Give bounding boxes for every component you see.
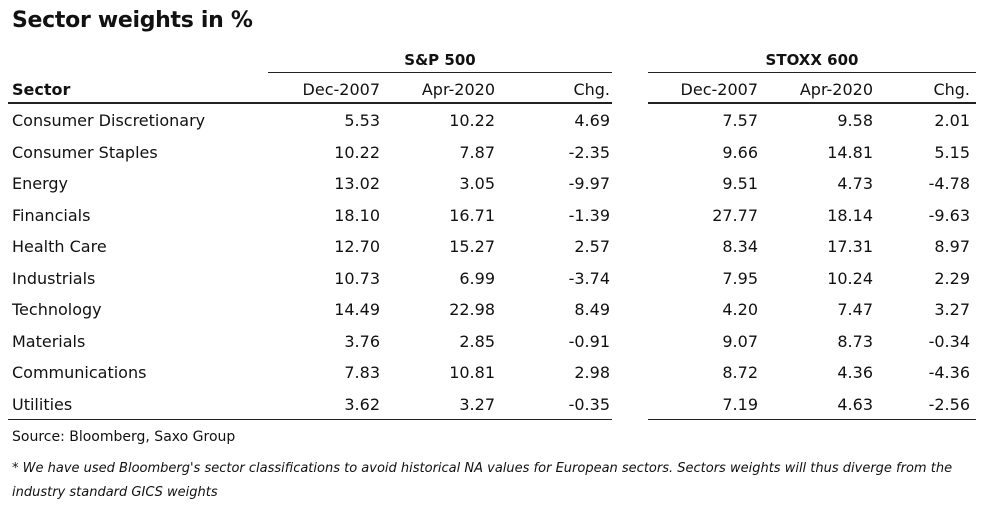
row-sector-label: Consumer Discretionary xyxy=(12,111,206,130)
cell-sp-chg: -9.97 xyxy=(568,174,610,193)
cell-sp-apr2020: 3.27 xyxy=(459,395,495,414)
cell-stoxx-dec2007: 8.34 xyxy=(722,237,758,256)
source-note: Source: Bloomberg, Saxo Group xyxy=(12,429,236,445)
row-sector-label: Health Care xyxy=(12,237,107,256)
cell-stoxx-chg: 2.29 xyxy=(934,269,970,288)
cell-sp-chg: 2.98 xyxy=(574,363,610,382)
cell-stoxx-apr2020: 4.36 xyxy=(837,363,873,382)
bottom-rule-right xyxy=(648,419,976,420)
cell-stoxx-apr2020: 9.58 xyxy=(837,111,873,130)
cell-sp-chg: 4.69 xyxy=(574,111,610,130)
cell-sp-apr2020: 7.87 xyxy=(459,143,495,162)
cell-stoxx-chg: -2.56 xyxy=(928,395,970,414)
cell-stoxx-dec2007: 9.07 xyxy=(722,332,758,351)
cell-stoxx-apr2020: 8.73 xyxy=(837,332,873,351)
cell-sp-chg: 2.57 xyxy=(574,237,610,256)
cell-sp-apr2020: 3.05 xyxy=(459,174,495,193)
cell-sp-chg: -0.91 xyxy=(568,332,610,351)
cell-sp-chg: -2.35 xyxy=(568,143,610,162)
bottom-rule-left xyxy=(8,419,612,420)
cell-stoxx-dec2007: 9.51 xyxy=(722,174,758,193)
cell-sp-dec2007: 10.73 xyxy=(334,269,380,288)
cell-sp-dec2007: 14.49 xyxy=(334,300,380,319)
row-sector-label: Energy xyxy=(12,174,69,193)
cell-sp-chg: -1.39 xyxy=(568,206,610,225)
cell-sp-apr2020: 15.27 xyxy=(449,237,495,256)
cell-stoxx-chg: -0.34 xyxy=(928,332,970,351)
cell-sp-dec2007: 12.70 xyxy=(334,237,380,256)
row-sector-label: Technology xyxy=(12,300,102,319)
column-header-sector: Sector xyxy=(12,80,71,99)
cell-stoxx-apr2020: 4.63 xyxy=(837,395,873,414)
cell-sp-apr2020: 6.99 xyxy=(459,269,495,288)
cell-sp-dec2007: 18.10 xyxy=(334,206,380,225)
column-header-stoxx-apr2020: Apr-2020 xyxy=(799,80,873,99)
cell-sp-apr2020: 22.98 xyxy=(449,300,495,319)
cell-stoxx-dec2007: 7.57 xyxy=(722,111,758,130)
column-header-stoxx-dec2007: Dec-2007 xyxy=(680,80,758,99)
cell-sp-dec2007: 3.76 xyxy=(344,332,380,351)
column-header-sp-apr2020: Apr-2020 xyxy=(421,80,495,99)
cell-sp-dec2007: 7.83 xyxy=(344,363,380,382)
cell-stoxx-chg: 8.97 xyxy=(934,237,970,256)
row-sector-label: Industrials xyxy=(12,269,96,288)
group-rule-stoxx600 xyxy=(648,72,976,73)
cell-stoxx-apr2020: 14.81 xyxy=(827,143,873,162)
cell-stoxx-chg: 3.27 xyxy=(934,300,970,319)
cell-stoxx-apr2020: 10.24 xyxy=(827,269,873,288)
cell-sp-apr2020: 16.71 xyxy=(449,206,495,225)
row-sector-label: Communications xyxy=(12,363,147,382)
cell-sp-apr2020: 10.22 xyxy=(449,111,495,130)
cell-sp-dec2007: 5.53 xyxy=(344,111,380,130)
group-title-stoxx600: STOXX 600 xyxy=(765,51,859,69)
cell-stoxx-dec2007: 7.19 xyxy=(722,395,758,414)
cell-sp-dec2007: 10.22 xyxy=(334,143,380,162)
cell-stoxx-chg: -9.63 xyxy=(928,206,970,225)
cell-sp-apr2020: 10.81 xyxy=(449,363,495,382)
group-rule-sp500 xyxy=(268,72,612,73)
cell-sp-apr2020: 2.85 xyxy=(459,332,495,351)
row-sector-label: Utilities xyxy=(12,395,73,414)
cell-stoxx-chg: -4.78 xyxy=(928,174,970,193)
table-title: Sector weights in % xyxy=(12,8,253,33)
cell-sp-chg: -0.35 xyxy=(568,395,610,414)
column-header-sp-dec2007: Dec-2007 xyxy=(302,80,380,99)
cell-stoxx-dec2007: 27.77 xyxy=(712,206,758,225)
cell-stoxx-chg: -4.36 xyxy=(928,363,970,382)
header-rule-right xyxy=(648,102,976,104)
cell-sp-dec2007: 13.02 xyxy=(334,174,380,193)
column-header-stoxx-chg: Chg. xyxy=(933,80,970,99)
group-title-sp500: S&P 500 xyxy=(404,51,476,69)
footnote: * We have used Bloomberg's sector classi… xyxy=(12,461,953,500)
row-sector-label: Materials xyxy=(12,332,86,351)
cell-stoxx-chg: 5.15 xyxy=(934,143,970,162)
cell-stoxx-dec2007: 9.66 xyxy=(722,143,758,162)
header-rule-left xyxy=(8,102,612,104)
column-header-sp-chg: Chg. xyxy=(573,80,610,99)
cell-stoxx-dec2007: 7.95 xyxy=(722,269,758,288)
cell-stoxx-chg: 2.01 xyxy=(934,111,970,130)
cell-stoxx-apr2020: 17.31 xyxy=(827,237,873,256)
row-sector-label: Financials xyxy=(12,206,91,225)
cell-stoxx-apr2020: 18.14 xyxy=(827,206,873,225)
cell-stoxx-apr2020: 4.73 xyxy=(837,174,873,193)
cell-sp-chg: 8.49 xyxy=(574,300,610,319)
cell-stoxx-dec2007: 8.72 xyxy=(722,363,758,382)
cell-sp-chg: -3.74 xyxy=(568,269,610,288)
cell-sp-dec2007: 3.62 xyxy=(344,395,380,414)
cell-stoxx-apr2020: 7.47 xyxy=(837,300,873,319)
cell-stoxx-dec2007: 4.20 xyxy=(722,300,758,319)
row-sector-label: Consumer Staples xyxy=(12,143,158,162)
